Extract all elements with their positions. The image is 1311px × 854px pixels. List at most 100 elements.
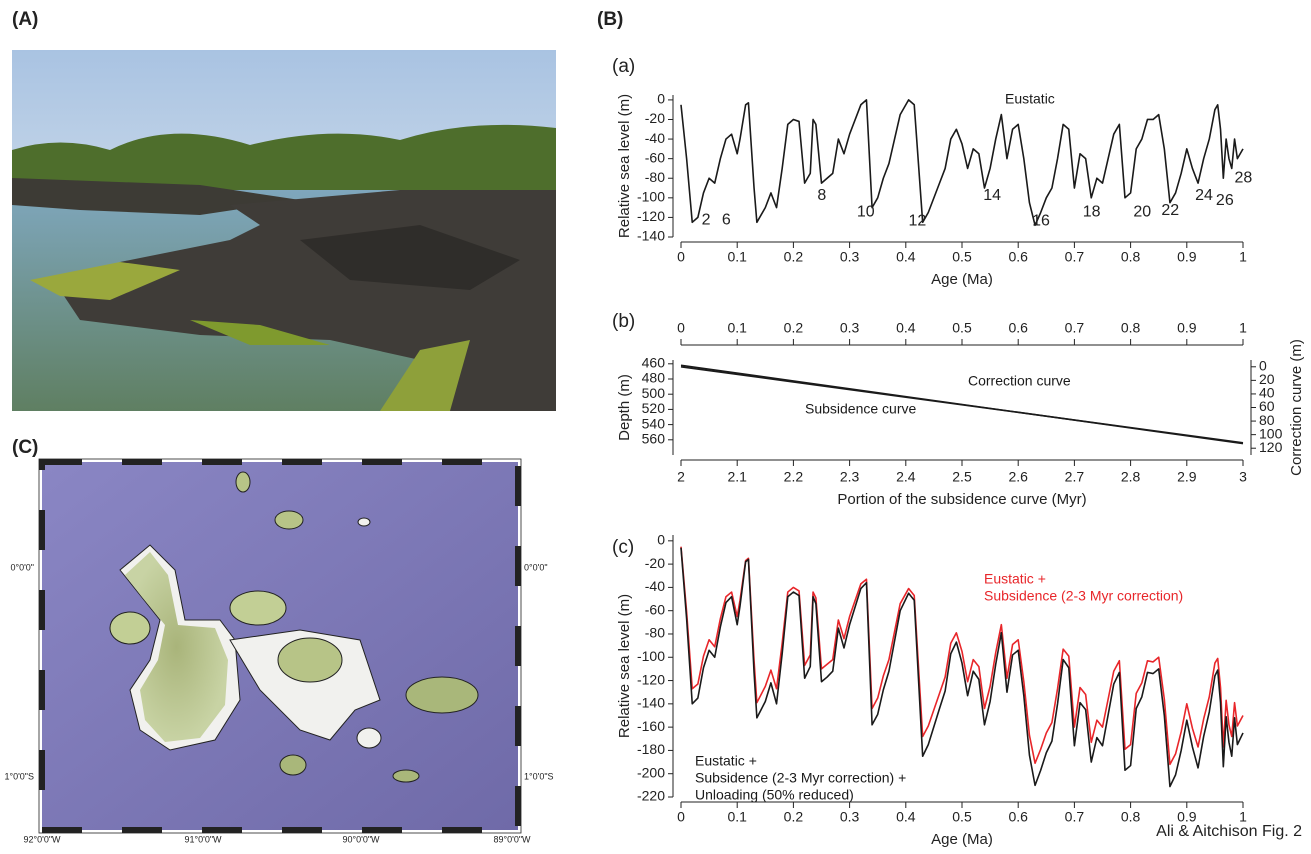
x2-tick-label: 0.2 xyxy=(784,320,804,336)
y-tick-label: -220 xyxy=(637,788,665,804)
map-frame xyxy=(39,459,521,833)
photo-rock xyxy=(12,178,300,215)
island xyxy=(392,769,420,783)
y-tick-label: 0 xyxy=(657,91,665,107)
y-tick-label: -20 xyxy=(645,110,665,126)
panel-label: (C) xyxy=(12,437,38,458)
series-line xyxy=(680,99,1244,227)
stage-label: 2 xyxy=(702,212,711,229)
annotation: Subsidence (2-3 Myr correction) + xyxy=(695,770,906,786)
y-axis-title: Relative sea level (m) xyxy=(616,594,633,738)
stage-label: 14 xyxy=(983,187,1001,204)
x-tick-label: 0.5 xyxy=(952,249,972,265)
x2-tick-label: 0.3 xyxy=(840,320,860,336)
x-axis-title: Portion of the subsidence curve (Myr) xyxy=(837,491,1086,508)
stage-label: 6 xyxy=(722,212,731,229)
island xyxy=(274,510,304,530)
island xyxy=(357,517,371,527)
x-tick-label: 0.2 xyxy=(784,809,804,825)
x-tick-label: 0 xyxy=(677,249,685,265)
y2-tick-label: 40 xyxy=(1259,385,1275,401)
x-tick-label: 2.5 xyxy=(952,469,972,485)
x-tick-label: 0.5 xyxy=(952,809,972,825)
y-tick-label: -40 xyxy=(645,578,665,594)
y-tick-label: 500 xyxy=(642,385,666,401)
y-axis-title: Relative sea level (m) xyxy=(616,94,633,238)
panel-label: (c) xyxy=(612,537,634,558)
photo-moss xyxy=(190,320,330,345)
y-tick-label: -120 xyxy=(637,671,665,687)
x-tick-label: 2.3 xyxy=(840,469,860,485)
lat-label: 1°0'0"S xyxy=(4,771,34,781)
y-tick-label: -40 xyxy=(645,130,665,146)
y-tick-label: -20 xyxy=(645,555,665,571)
x-tick-label: 0.9 xyxy=(1177,809,1197,825)
y-tick-label: -100 xyxy=(637,189,665,205)
x-tick-label: 2.9 xyxy=(1177,469,1197,485)
x2-tick-label: 0.5 xyxy=(952,320,972,336)
x-tick-label: 0.4 xyxy=(896,249,916,265)
stage-label: 12 xyxy=(909,213,927,230)
photo xyxy=(12,50,556,411)
y-tick-label: -60 xyxy=(645,149,665,165)
panel-label: (A) xyxy=(12,9,38,30)
y-tick-label: -140 xyxy=(637,228,665,244)
x-tick-label: 2.8 xyxy=(1121,469,1141,485)
stage-label: 26 xyxy=(1216,192,1234,209)
series-line xyxy=(680,365,1244,444)
x-tick-label: 0.2 xyxy=(784,249,804,265)
x2-tick-label: 0.7 xyxy=(1065,320,1085,336)
annotation: Subsidence curve xyxy=(805,401,917,417)
y-tick-label: -100 xyxy=(637,648,665,664)
y-tick-label: 0 xyxy=(657,532,665,548)
x-tick-label: 0.6 xyxy=(1008,249,1028,265)
y-tick-label: 460 xyxy=(642,355,666,371)
x-tick-label: 2.1 xyxy=(727,469,747,485)
stage-label: 16 xyxy=(1032,213,1050,230)
x-tick-label: 0.8 xyxy=(1121,249,1141,265)
lon-label: 89°0'0"W xyxy=(493,834,531,844)
annotation: Correction curve xyxy=(968,373,1071,389)
x-tick-label: 0.9 xyxy=(1177,249,1197,265)
x-tick-label: 0.7 xyxy=(1065,809,1085,825)
map-frame xyxy=(38,458,522,834)
y-tick-label: -160 xyxy=(637,718,665,734)
panel-label: (B) xyxy=(597,9,623,30)
x-tick-label: 2.6 xyxy=(1008,469,1028,485)
x2-tick-label: 0.4 xyxy=(896,320,916,336)
lat-label: 1°0'0"S xyxy=(524,771,554,781)
island xyxy=(235,471,251,493)
panel-label: (a) xyxy=(612,56,635,77)
x-tick-label: 3 xyxy=(1239,469,1247,485)
y-tick-label: 480 xyxy=(642,370,666,386)
x-axis-title: Age (Ma) xyxy=(931,271,993,288)
map: 92°0'0"W 91°0'0"W 90°0'0"W 89°0'0"W 0°0'… xyxy=(4,458,554,844)
x2-tick-label: 0.9 xyxy=(1177,320,1197,336)
lat-label: 0°0'0" xyxy=(524,562,548,572)
x-tick-label: 1 xyxy=(1239,249,1247,265)
island xyxy=(229,590,287,626)
y2-tick-label: 120 xyxy=(1259,439,1283,455)
island xyxy=(109,611,151,645)
y-tick-label: 540 xyxy=(642,415,666,431)
stage-label: 24 xyxy=(1195,187,1213,204)
x-tick-label: 0.3 xyxy=(840,809,860,825)
stage-label: 18 xyxy=(1083,204,1101,221)
x-tick-label: 0.4 xyxy=(896,809,916,825)
x2-tick-label: 0.1 xyxy=(727,320,747,336)
island xyxy=(277,637,343,683)
x-tick-label: 2.7 xyxy=(1065,469,1085,485)
x2-tick-label: 0.8 xyxy=(1121,320,1141,336)
x-tick-label: 2.4 xyxy=(896,469,916,485)
y-axis-title: Depth (m) xyxy=(616,374,633,441)
y2-tick-label: 100 xyxy=(1259,425,1283,441)
x2-tick-label: 0 xyxy=(677,320,685,336)
lon-label: 92°0'0"W xyxy=(23,834,61,844)
lon-label: 90°0'0"W xyxy=(342,834,380,844)
stage-label: 10 xyxy=(857,204,875,221)
x-tick-label: 2.2 xyxy=(784,469,804,485)
island xyxy=(356,727,382,749)
y2-tick-label: 0 xyxy=(1259,357,1267,373)
y-tick-label: 520 xyxy=(642,400,666,416)
